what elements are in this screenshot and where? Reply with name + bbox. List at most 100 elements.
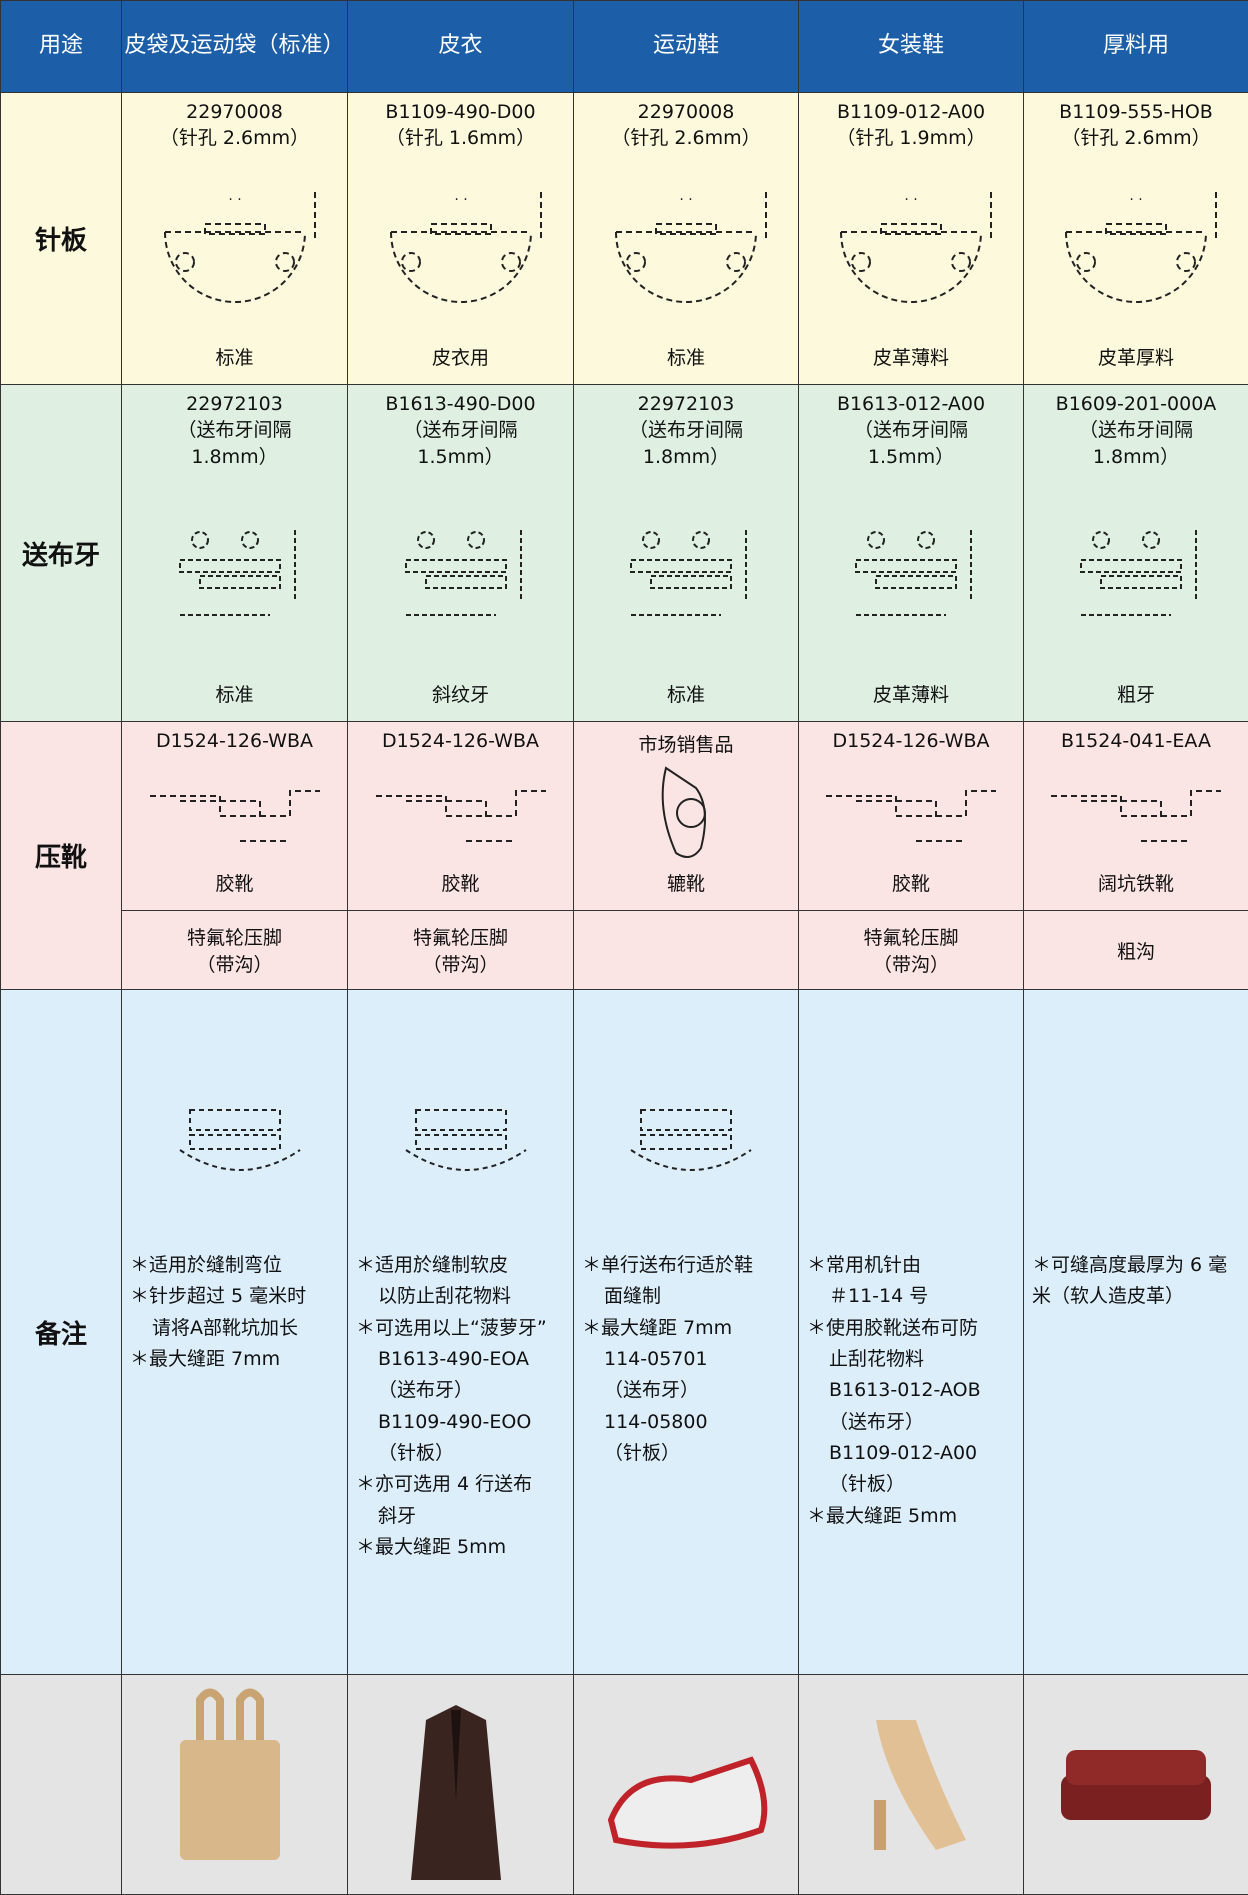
drawing: · · [1046, 150, 1226, 343]
remark-line: （送布牙） [582, 1375, 790, 1406]
product-image [574, 1675, 799, 1895]
sub-cell: 特氟轮压脚（带沟） [348, 911, 574, 990]
column-header: 运动鞋 [574, 1, 799, 93]
svg-text:· ·: · · [679, 192, 692, 208]
note-line: （针孔 2.6mm） [1061, 123, 1210, 150]
drawing [582, 1000, 790, 1250]
sub-line: （带沟） [122, 950, 347, 977]
part-number: 22972103 [638, 393, 735, 415]
cell-body: ＊适用於缝制软皮以防止刮花物料＊可选用以上“菠萝牙”B1613-490-EOA（… [348, 990, 573, 1674]
caption: 标准 [215, 343, 253, 376]
remark-line: ＊使用胶靴送布可防 [807, 1313, 1015, 1344]
remark-line: 止刮花物料 [807, 1344, 1015, 1375]
column-header: 女装鞋 [799, 1, 1024, 93]
remark-line: ＊最大缝距 5mm [807, 1501, 1015, 1532]
row-label: 送布牙 [1, 385, 122, 722]
remark-line: （针板） [356, 1438, 565, 1469]
cell: B1109-012-A00（针孔 1.9mm）· ·皮革薄料 [799, 93, 1024, 385]
part-note: （针孔 2.6mm） [160, 123, 309, 150]
remark-line: ＊适用於缝制弯位 [130, 1250, 339, 1281]
cell: B1109-490-D00（针孔 1.6mm）· ·皮衣用 [348, 93, 574, 385]
part-note: （针孔 2.6mm） [611, 123, 760, 150]
note-line: （送布牙间隔 [403, 415, 517, 442]
remark-item: ＊亦可选用 4 行送布斜牙 [356, 1469, 565, 1532]
drawing: · · [145, 150, 325, 343]
column-header: 皮袋及运动袋（标准） [122, 1, 348, 93]
sub-cell [574, 911, 799, 990]
sub-cell: 特氟轮压脚（带沟） [122, 911, 348, 990]
product-image [348, 1675, 574, 1895]
caption: 皮革厚料 [1098, 343, 1174, 376]
note-line: （送布牙间隔 [854, 415, 968, 442]
part-number: 22970008 [638, 101, 735, 123]
product-picture [140, 1680, 330, 1890]
part-note: （针孔 1.6mm） [386, 123, 535, 150]
note-line: 1.8mm） [177, 442, 291, 469]
cell: 市场销售品辘靴 [574, 722, 799, 911]
sub-line: （带沟） [799, 950, 1023, 977]
svg-text:· ·: · · [454, 192, 467, 208]
remark-line: 斜牙 [356, 1501, 565, 1532]
part-number: B1609-201-000A [1056, 393, 1217, 415]
column-header: 厚料用 [1024, 1, 1248, 93]
svg-text:· ·: · · [904, 192, 917, 208]
blank [1, 1675, 122, 1895]
remark-line: ＊可缝高度最厚为 6 毫米（软人造皮革） [1032, 1250, 1240, 1313]
drawing: · · [596, 150, 776, 343]
cell: ＊适用於缝制弯位＊针步超过 5 毫米时请将A部靴坑加长＊最大缝距 7mm [122, 990, 348, 1675]
caption: 辘靴 [667, 869, 705, 902]
remark-item: ＊适用於缝制弯位 [130, 1250, 339, 1281]
remark-line: ＊最大缝距 7mm [130, 1344, 339, 1375]
part-number: B1109-555-HOB [1059, 101, 1213, 123]
caption: 粗牙 [1117, 680, 1155, 713]
drawing [366, 752, 556, 869]
caption: 斜纹牙 [432, 680, 489, 713]
svg-text:· ·: · · [228, 192, 241, 208]
drawing [130, 1000, 339, 1250]
remark-item: ＊单行送布行适於鞋面缝制 [582, 1250, 790, 1313]
remark-line: B1109-490-EOO [356, 1407, 565, 1438]
presser-foot-sub-row: 特氟轮压脚（带沟）特氟轮压脚（带沟）特氟轮压脚（带沟）粗沟 [1, 911, 1248, 990]
remark-line: ＊可选用以上“菠萝牙” [356, 1313, 565, 1344]
sub-line: （带沟） [348, 950, 573, 977]
cell-body: ＊可缝高度最厚为 6 毫米（软人造皮革） [1024, 990, 1248, 1674]
drawing [140, 752, 330, 869]
remark-line: ＊单行送布行适於鞋 [582, 1250, 790, 1281]
svg-text:· ·: · · [1129, 192, 1142, 208]
drawing [807, 1000, 1015, 1250]
cell-body: ＊适用於缝制弯位＊针步超过 5 毫米时请将A部靴坑加长＊最大缝距 7mm [122, 990, 347, 1674]
drawing [836, 469, 986, 680]
remark-line: （针板） [807, 1469, 1015, 1500]
cell: ＊可缝高度最厚为 6 毫米（软人造皮革） [1024, 990, 1248, 1675]
part-number: B1524-041-EAA [1061, 730, 1211, 752]
remark-line: B1613-490-EOA [356, 1344, 565, 1375]
part-number: B1613-490-D00 [385, 393, 535, 415]
drawing [816, 752, 1006, 869]
remark-line: （送布牙） [807, 1407, 1015, 1438]
remark-item: ＊常用机针由＃11-14 号 [807, 1250, 1015, 1313]
drawing [1061, 469, 1211, 680]
product-image [1024, 1675, 1248, 1895]
caption: 标准 [215, 680, 253, 713]
caption: 皮革薄料 [873, 680, 949, 713]
caption: 皮衣用 [432, 343, 489, 376]
